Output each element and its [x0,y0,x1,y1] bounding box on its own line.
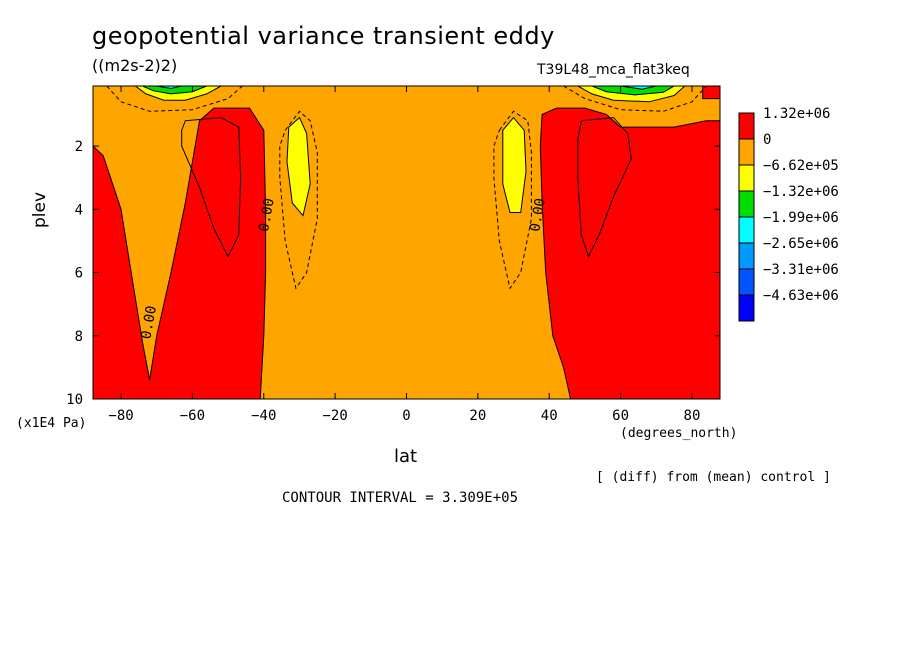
y-tick-label: 10 [66,392,83,408]
legend-swatch [738,112,755,140]
x-tick-label: −60 [180,408,205,424]
x-tick-label: 80 [684,408,701,424]
chart-units: ((m2s-2)2) [92,56,178,75]
x-tick-label: 0 [402,408,410,424]
contour-lines [106,86,707,290]
experiment-name: T39L48_mca_flat3keq [537,62,690,78]
y-axis-label: plev [30,191,50,228]
y-tick-label: 6 [75,266,83,282]
y-tick-label: 8 [75,329,83,345]
legend-swatch [738,190,755,218]
contour-labels: 0.00 0.00 0.00 [138,197,549,340]
x-tick-label: −40 [251,408,276,424]
contour-sh-dashed-inner [279,110,318,290]
contour-label-1: 0.00 [256,197,278,233]
x-tick-label: −20 [322,408,347,424]
color-legend: 1.32e+06 0 −6.62e+05 −1.32e+06 −1.99e+06 −2.6… [738,106,839,322]
region-nh-top-positive [702,86,720,100]
x-axis-label: lat [394,446,418,467]
legend-swatch [738,294,755,322]
region-nh-midlat-negative [502,116,527,213]
chart-title: geopotential variance transient eddy [92,22,555,50]
legend-label: −4.63e+06 [763,288,839,304]
legend-label: −1.32e+06 [763,184,839,200]
contour-nh-dashed-inner [493,110,532,290]
legend-label: 1.32e+06 [763,106,830,122]
legend-swatch [738,268,755,296]
x-tick-label: 20 [469,408,486,424]
x-tick-label: −80 [108,408,133,424]
axes: −80 −60 −40 −20 0 20 40 60 80 2 4 6 8 10 [66,86,720,424]
contour-sh-inner-positive [181,117,242,258]
legend-label: −3.31e+06 [763,262,839,278]
legend-swatch [738,164,755,192]
x-tick-label: 40 [541,408,558,424]
region-sh-top-negative-3 [156,86,182,90]
legend-swatch [738,138,755,166]
legend-label: −2.65e+06 [763,236,839,252]
x-tick-label: 60 [612,408,629,424]
legend-swatch [738,242,755,270]
contour-nh-inner-positive [577,117,632,259]
region-sh-top-negative-2 [142,86,207,95]
contour-sh-dashed-top [106,86,243,112]
diff-note: [ (diff) from (mean) control ] [596,470,831,485]
region-nh-top-negative-2 [591,86,676,96]
contour-label-2: 0.00 [527,197,549,233]
contour-fills [93,86,720,399]
contour-label-0: 0.00 [138,304,160,340]
region-sh-high-positive [93,107,267,399]
y-tick-label: 2 [75,139,83,155]
legend-label: −6.62e+05 [763,158,839,174]
region-nh-high-positive [539,107,720,399]
y-axis-unit: (x1E4 Pa) [16,416,87,431]
x-axis-unit: (degrees_north) [620,426,738,441]
region-sh-midlat-negative [286,116,311,217]
region-nh-top-negative-3 [620,86,657,90]
legend-label: 0 [763,132,771,148]
contour-interval: CONTOUR INTERVAL = 3.309E+05 [282,490,519,506]
y-tick-label: 4 [75,202,83,218]
legend-swatch [738,216,755,244]
legend-label: −1.99e+06 [763,210,839,226]
